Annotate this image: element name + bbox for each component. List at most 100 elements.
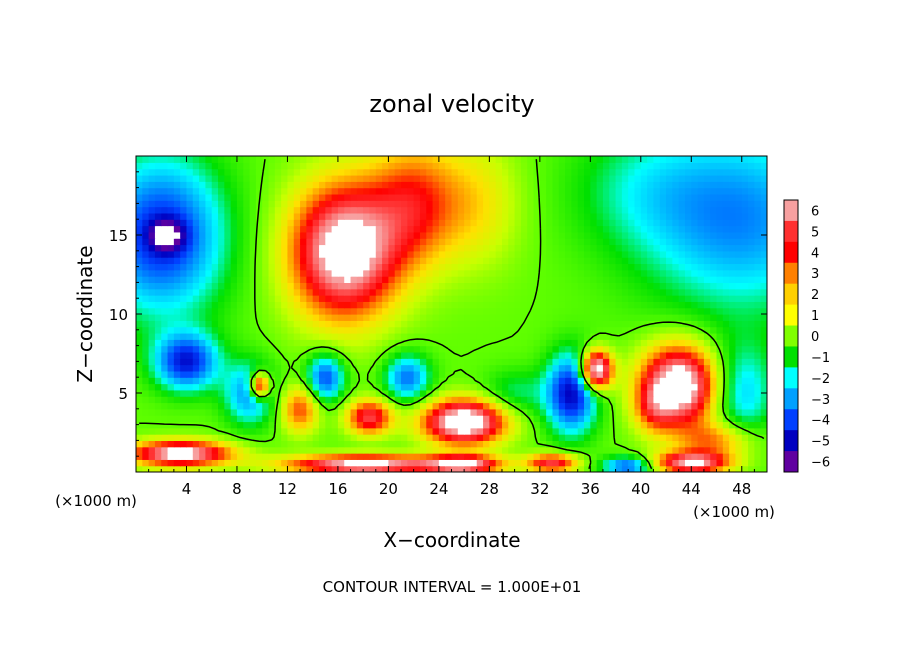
- heatmap-cell: [167, 320, 175, 328]
- heatmap-cell: [634, 295, 642, 302]
- heatmap-cell: [438, 250, 446, 258]
- heatmap-cell: [337, 276, 345, 283]
- heatmap-cell: [318, 408, 326, 416]
- heatmap-cell: [148, 314, 156, 321]
- heatmap-cell: [508, 453, 516, 460]
- heatmap-cell: [729, 238, 737, 246]
- heatmap-cell: [274, 421, 282, 429]
- heatmap-cell: [375, 421, 383, 429]
- heatmap-cell: [173, 320, 181, 328]
- heatmap-cell: [716, 181, 724, 189]
- heatmap-cell: [337, 440, 345, 448]
- heatmap-cell: [401, 351, 408, 359]
- heatmap-cell: [180, 295, 188, 302]
- heatmap-cell: [230, 345, 238, 353]
- heatmap-cell: [760, 351, 767, 359]
- heatmap-cell: [640, 358, 648, 366]
- heatmap-cell: [350, 276, 358, 283]
- heatmap-cell: [281, 446, 289, 454]
- heatmap-cell: [577, 225, 585, 233]
- heatmap-cell: [230, 187, 238, 195]
- heatmap-cell: [306, 257, 314, 265]
- heatmap-cell: [142, 193, 150, 201]
- heatmap-cell: [161, 301, 169, 309]
- heatmap-cell: [363, 244, 371, 252]
- heatmap-cell: [514, 219, 522, 227]
- heatmap-cell: [211, 427, 219, 435]
- heatmap-cell: [729, 389, 737, 397]
- heatmap-cell: [318, 276, 326, 283]
- heatmap-cell: [438, 225, 446, 233]
- heatmap-cell: [760, 314, 767, 321]
- heatmap-cell: [186, 364, 194, 372]
- heatmap-cell: [344, 231, 352, 239]
- heatmap-cell: [476, 370, 484, 378]
- heatmap-cell: [382, 244, 389, 252]
- heatmap-cell: [369, 427, 377, 435]
- heatmap-cell: [438, 364, 446, 372]
- heatmap-cell: [382, 427, 389, 435]
- heatmap-cell: [760, 162, 767, 170]
- heatmap-cell: [684, 326, 692, 334]
- heatmap-cell: [243, 396, 251, 404]
- heatmap-cell: [514, 434, 522, 441]
- heatmap-cell: [533, 370, 541, 378]
- heatmap-cell: [173, 288, 181, 296]
- heatmap-cell: [539, 181, 547, 189]
- heatmap-cell: [274, 377, 282, 385]
- heatmap-cell: [426, 225, 434, 233]
- heatmap-cell: [218, 332, 225, 340]
- heatmap-cell: [615, 370, 623, 378]
- heatmap-cell: [760, 465, 767, 472]
- heatmap-cell: [180, 219, 188, 227]
- heatmap-cell: [571, 396, 579, 404]
- heatmap-cell: [136, 156, 143, 163]
- heatmap-cell: [684, 434, 692, 441]
- heatmap-cell: [363, 383, 371, 391]
- heatmap-cell: [653, 314, 661, 321]
- heatmap-cell: [363, 446, 371, 454]
- heatmap-cell: [722, 339, 730, 347]
- heatmap-cell: [300, 364, 307, 372]
- heatmap-cell: [596, 459, 604, 467]
- heatmap-cell: [558, 187, 566, 195]
- heatmap-cell: [508, 408, 516, 416]
- heatmap-cell: [659, 320, 667, 328]
- heatmap-cell: [539, 332, 547, 340]
- heatmap-cell: [161, 187, 169, 195]
- heatmap-cell: [337, 345, 345, 353]
- heatmap-cell: [558, 269, 566, 277]
- heatmap-cell: [470, 212, 478, 220]
- heatmap-cell: [300, 389, 307, 397]
- heatmap-cell: [173, 408, 181, 416]
- heatmap-cell: [464, 288, 472, 296]
- heatmap-cell: [684, 389, 692, 397]
- heatmap-cell: [602, 408, 610, 416]
- heatmap-cell: [703, 250, 711, 258]
- heatmap-cell: [729, 156, 737, 163]
- heatmap-cell: [426, 434, 434, 441]
- heatmap-cell: [350, 345, 358, 353]
- heatmap-cell: [161, 219, 169, 227]
- heatmap-cell: [186, 288, 194, 296]
- heatmap-cell: [205, 200, 213, 208]
- heatmap-cell: [691, 408, 699, 416]
- heatmap-cell: [647, 212, 655, 220]
- heatmap-cell: [647, 301, 655, 309]
- heatmap-cell: [577, 332, 585, 340]
- heatmap-cell: [344, 238, 352, 246]
- heatmap-cell: [710, 181, 718, 189]
- heatmap-cell: [186, 231, 194, 239]
- heatmap-cell: [684, 282, 692, 290]
- heatmap-cell: [565, 200, 572, 208]
- heatmap-cell: [577, 396, 585, 404]
- heatmap-cell: [255, 358, 263, 366]
- heatmap-cell: [142, 269, 150, 277]
- heatmap-cell: [533, 276, 541, 283]
- heatmap-cell: [230, 295, 238, 302]
- heatmap-cell: [192, 231, 200, 239]
- heatmap-cell: [300, 168, 307, 176]
- heatmap-cell: [729, 168, 737, 176]
- heatmap-cell: [501, 187, 509, 195]
- heatmap-cell: [722, 206, 730, 214]
